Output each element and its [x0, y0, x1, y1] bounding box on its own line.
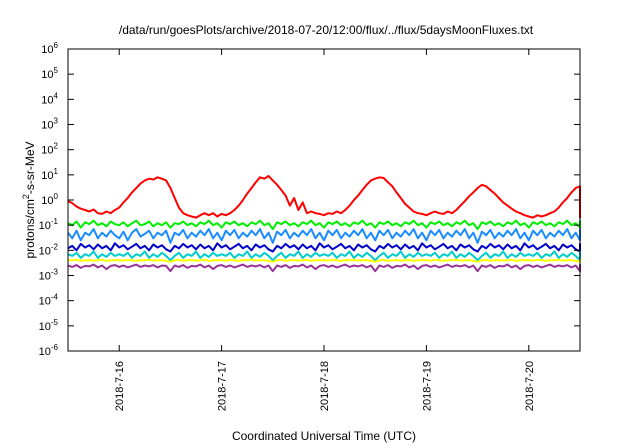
plot-frame	[67, 48, 581, 352]
series-line-3	[67, 242, 581, 253]
y-axis-label: protons/cm2-s-sr-MeV	[21, 141, 37, 258]
x-tick-label: 2018-7-20	[524, 361, 536, 411]
x-tick-label: 2018-7-16	[114, 361, 126, 411]
y-tick-exp: -4	[51, 293, 59, 302]
y-tick-label: 10-6	[39, 343, 59, 358]
y-tick-exp: 1	[54, 167, 59, 176]
y-tick-label: 10-3	[39, 268, 59, 283]
y-tick-exp: 2	[54, 142, 59, 151]
y-tick-base: 10	[41, 120, 53, 132]
y-tick-base: 10	[41, 69, 53, 81]
x-tick-label: 2018-7-18	[319, 361, 331, 411]
y-tick-exp: -3	[51, 268, 59, 277]
series-layer	[67, 175, 581, 273]
y-tick-exp: 3	[54, 117, 59, 126]
y-axis-label-exp: 2	[21, 194, 31, 199]
y-tick-label: 10-4	[39, 293, 59, 308]
y-axis-label-rest: -s-sr-MeV	[23, 141, 37, 194]
y-tick-base: 10	[41, 94, 53, 106]
y-tick-exp: 0	[54, 192, 59, 201]
y-tick-exp: -1	[51, 217, 59, 226]
y-tick-label: 101	[41, 167, 58, 182]
series-line-2	[67, 228, 581, 244]
y-tick-exp: -2	[51, 242, 59, 251]
x-axis-label: Coordinated Universal Time (UTC)	[232, 429, 416, 443]
y-axis: 10-610-510-410-310-210-11001011021031041…	[39, 41, 580, 358]
series-line-0	[67, 175, 581, 219]
y-tick-exp: 6	[54, 41, 59, 50]
y-tick-label: 105	[41, 66, 58, 81]
y-tick-exp: 5	[54, 66, 59, 75]
series-line-4	[67, 250, 581, 262]
x-axis: 2018-7-16 2018-7-17 2018-7-18 2018-7-19 2018…	[114, 49, 536, 411]
y-tick-exp: -6	[51, 343, 59, 352]
y-tick-base: 10	[39, 245, 51, 257]
y-tick-label: 104	[41, 91, 58, 106]
y-tick-base: 10	[41, 145, 53, 157]
y-tick-label: 10-2	[39, 242, 59, 257]
y-tick-base: 10	[39, 321, 51, 333]
x-tick-label: 2018-7-19	[421, 361, 433, 411]
y-tick-label: 10-5	[39, 318, 59, 333]
y-tick-label: 10-1	[39, 217, 59, 232]
y-tick-base: 10	[41, 44, 53, 56]
series-line-5	[68, 258, 581, 263]
y-tick-base: 10	[41, 170, 53, 182]
y-tick-base: 10	[39, 271, 51, 283]
y-tick-base: 10	[41, 195, 53, 207]
y-tick-label: 102	[41, 142, 58, 157]
y-tick-label: 106	[41, 41, 58, 56]
y-tick-label: 100	[41, 192, 58, 207]
series-line-1	[67, 219, 581, 231]
y-axis-label-main: protons/cm	[23, 199, 37, 258]
y-tick-exp: -5	[51, 318, 59, 327]
y-tick-label: 103	[41, 117, 58, 132]
y-tick-base: 10	[39, 346, 51, 358]
y-tick-base: 10	[39, 296, 51, 308]
x-tick-label: 2018-7-17	[217, 361, 229, 411]
series-line-6	[67, 263, 581, 273]
y-tick-exp: 4	[54, 91, 59, 100]
y-tick-base: 10	[39, 220, 51, 232]
chart-title: /data/run/goesPlots/archive/2018-07-20/1…	[119, 23, 534, 37]
